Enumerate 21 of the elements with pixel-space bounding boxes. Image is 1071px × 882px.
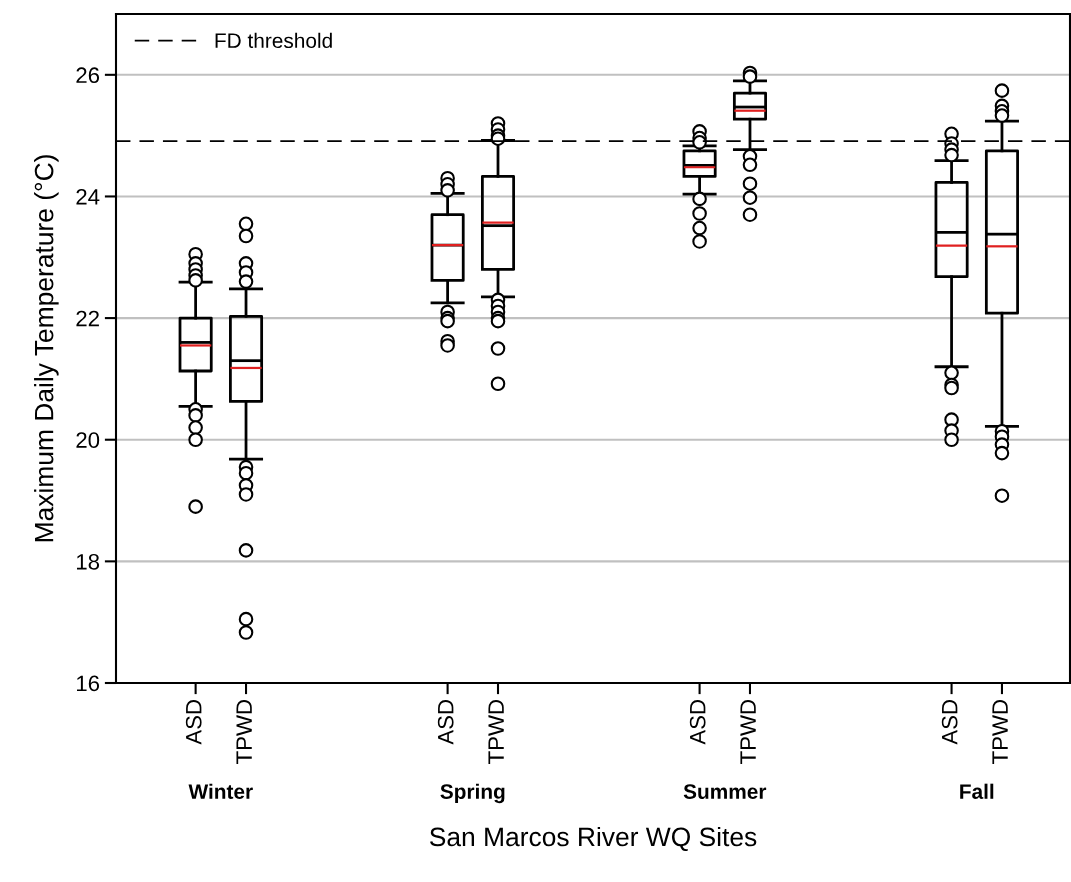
x-axis-title: San Marcos River WQ Sites: [429, 826, 757, 851]
x-tick-label: ASD: [689, 700, 706, 745]
y-tick-label: 22: [76, 310, 99, 327]
legend-label: FD threshold: [215, 32, 332, 49]
y-tick-label: 18: [77, 553, 100, 570]
x-tick-label: ASD: [941, 700, 958, 745]
x-tick-label: ASD: [185, 700, 202, 745]
text: Winter: [188, 783, 253, 799]
x-tick-label: TPWD: [740, 700, 756, 764]
x-tick-label: TPWD: [992, 700, 1008, 764]
text: Summer: [683, 784, 767, 799]
y-tick-label: 26: [76, 67, 100, 84]
text: Spring: [440, 783, 505, 804]
x-tick-label: ASD: [437, 700, 454, 745]
x-tick-label: TPWD: [488, 700, 504, 764]
y-tick-label: 20: [76, 432, 100, 448]
y-axis-title: Maximum Daily Temperature (°C): [34, 155, 59, 542]
y-tick-label: 16: [77, 675, 100, 692]
x-tick-label: TPWD: [236, 700, 252, 764]
text: Fall: [960, 783, 994, 799]
y-tick-label: 24: [76, 188, 100, 205]
